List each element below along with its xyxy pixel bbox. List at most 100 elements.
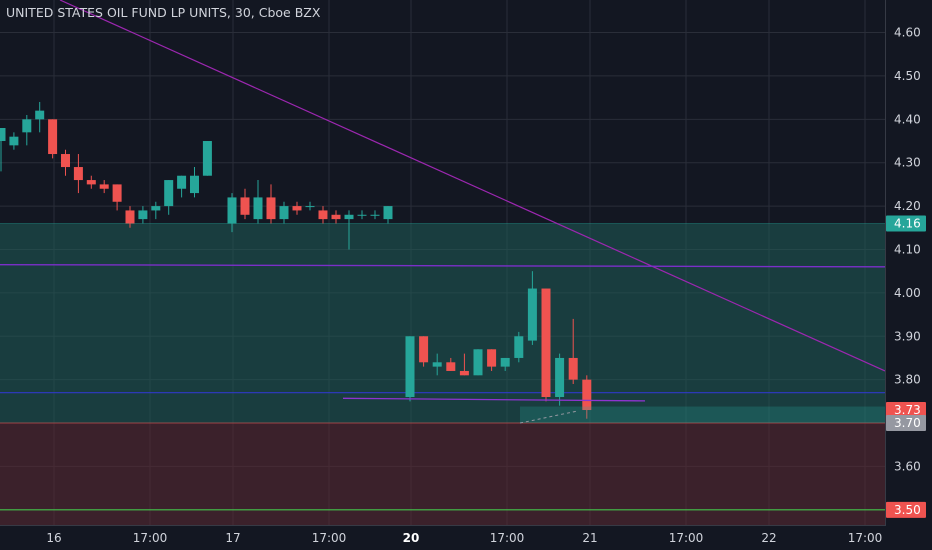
candle-body [227,197,237,224]
candle[interactable] [383,206,393,224]
candle[interactable] [266,184,276,224]
candle[interactable] [331,210,341,224]
candle[interactable] [419,336,429,367]
candle[interactable] [318,206,328,224]
time-axis-label: 20 [403,531,420,545]
candle-body [568,357,578,380]
candle[interactable] [73,154,83,194]
candle-body [125,210,135,224]
time-axis-label: 17:00 [490,531,525,545]
candle-body [292,206,302,211]
horizontal-trendline[interactable] [0,263,886,268]
candle-body [541,288,551,398]
measure-box[interactable] [520,406,885,424]
time-axis[interactable]: 16 17:00 17 17:00 20 17:00 21 17:00 22 17:00 [46,531,882,545]
candle[interactable] [370,210,380,220]
candle[interactable] [22,114,32,146]
candle[interactable] [227,193,237,233]
candle-body [527,288,537,341]
price-axis-label: 4.30 [894,156,921,170]
candle[interactable] [138,206,148,224]
candle[interactable] [527,271,537,345]
candle[interactable] [500,357,510,371]
candle-body [446,362,456,371]
candle[interactable] [61,149,70,176]
candle-body [112,184,122,202]
candle[interactable] [459,353,469,376]
candle-body [473,349,483,376]
candle[interactable] [48,119,58,159]
candle-body [190,175,199,194]
candle[interactable] [177,175,187,198]
candle[interactable] [473,349,483,376]
candle-body [432,362,442,367]
candle[interactable] [279,201,289,224]
candle[interactable] [568,318,578,384]
candle[interactable] [99,180,109,194]
candle-body [383,206,393,220]
price-axis-label: 4.50 [894,69,921,83]
candle-body [35,110,45,120]
candle[interactable] [514,331,524,363]
time-axis-label: 22 [761,531,776,545]
candle-body [266,197,276,220]
candle[interactable] [190,167,199,198]
candle-body [331,214,341,220]
candle[interactable] [240,188,250,220]
candle[interactable] [112,184,122,211]
candle[interactable] [432,353,442,376]
price-axis-label: 4.00 [894,286,921,300]
support-trendline[interactable] [342,397,646,402]
candle-body [487,349,497,367]
price-badge-label: 3.50 [894,503,921,517]
price-axis-label: 4.60 [894,26,921,40]
candle-body [99,184,109,189]
time-axis-label: 17 [225,531,240,545]
candle[interactable] [357,210,367,220]
price-axis-label: 3.60 [894,459,921,473]
candle-body [253,197,263,220]
price-axis[interactable]: 4.60 4.50 4.40 4.30 4.20 4.10 4.00 3.90 3.80 3.60 [894,26,921,474]
time-axis-label: 17:00 [848,531,883,545]
candle[interactable] [86,175,96,189]
candle[interactable] [253,180,263,224]
candle[interactable] [446,357,456,371]
time-axis-label: 16 [46,531,61,545]
price-badge-bg [886,402,926,419]
candle[interactable] [555,353,565,406]
candle[interactable] [541,288,551,402]
candle-body [305,206,315,208]
candle[interactable] [164,180,174,215]
candle-body [500,357,510,367]
price-badge-label: 4.16 [894,216,921,230]
candle[interactable] [405,336,415,402]
price-badge-bg [886,215,926,232]
price-badge-bg [886,415,926,432]
price-axis-label: 4.40 [894,112,921,126]
trend-drawings[interactable] [0,0,886,424]
candle-body [555,357,565,398]
dashed-projection[interactable] [519,410,579,424]
candle-body [164,180,174,207]
candle-body [9,136,19,146]
candle[interactable] [344,210,354,250]
axes [0,0,886,526]
candle[interactable] [305,201,315,211]
price-badge: 3.50 [886,501,926,518]
descending-trendline[interactable] [59,0,886,372]
candle[interactable] [582,375,592,419]
candle[interactable] [0,127,6,172]
candle-body [86,180,96,185]
candle[interactable] [151,201,161,220]
candle[interactable] [125,206,135,228]
candle[interactable] [202,141,212,176]
candle-body [419,336,429,363]
candle[interactable] [35,101,45,133]
candlesticks[interactable] [0,101,592,419]
candle[interactable] [487,349,497,371]
price-badge-label: 3.70 [894,416,921,430]
candle[interactable] [292,201,302,215]
candle[interactable] [9,132,19,150]
candle-body [48,119,58,155]
